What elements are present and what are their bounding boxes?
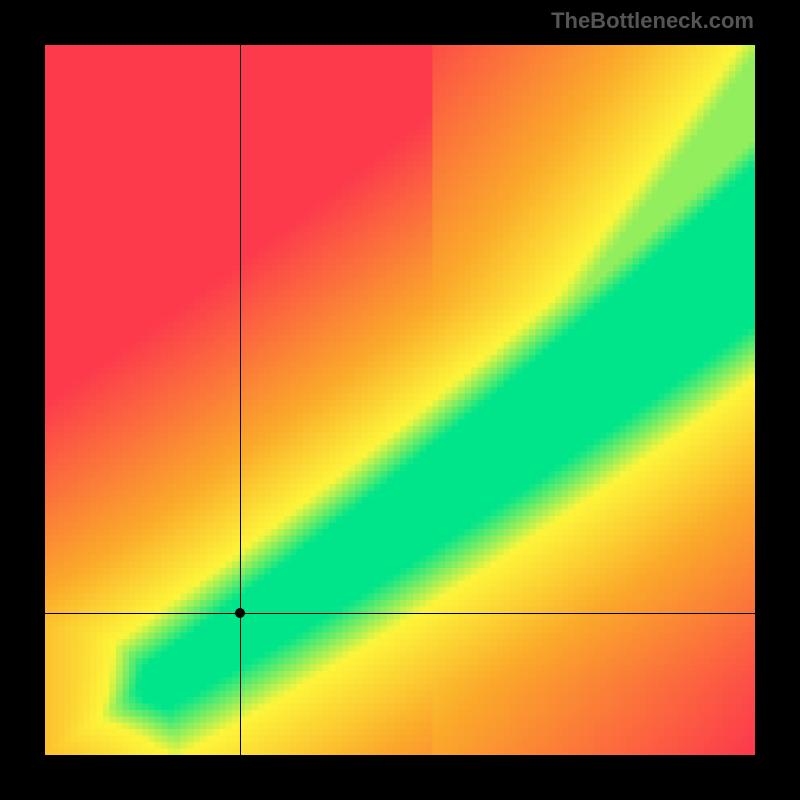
crosshair-horizontal [45, 613, 755, 614]
watermark-text: TheBottleneck.com [551, 8, 754, 34]
chart-container: TheBottleneck.com [0, 0, 800, 800]
bottleneck-heatmap [45, 45, 755, 755]
crosshair-vertical [240, 45, 241, 755]
